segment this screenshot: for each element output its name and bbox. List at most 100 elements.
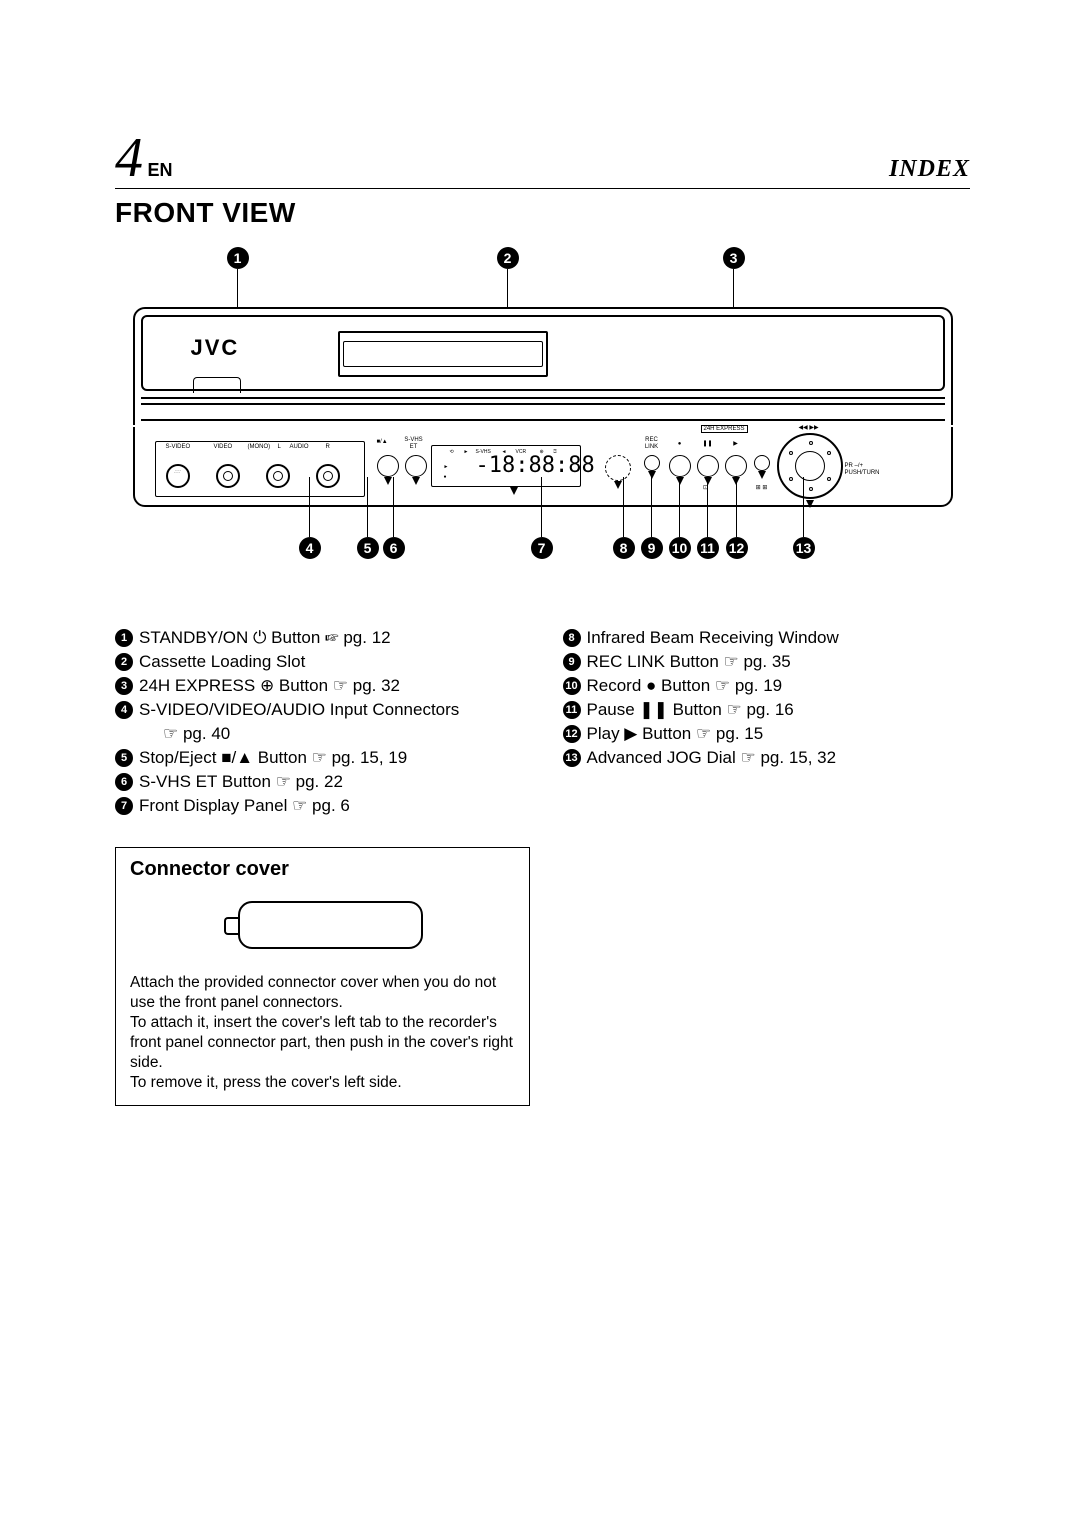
legend-right: 8Infrared Beam Receiving Window 9 REC LINK…	[563, 627, 971, 819]
legend-text-11: Pause ❚❚ Button ☞ pg. 16	[587, 699, 971, 722]
record-button	[669, 455, 691, 477]
legend-left: 1STANDBY/ON ⏻ Button ☞ pg. 12 2 Cassette L…	[115, 627, 523, 819]
label-video: VIDEO	[214, 444, 233, 450]
callout-11: 11	[697, 537, 719, 559]
legend-item-5: 5 Stop/Eject ■/▲ Button ☞ pg. 15, 19	[115, 747, 523, 770]
legend-num-3: 3	[115, 677, 133, 695]
legend-item-12: 12 Play ▶ Button ☞ pg. 15	[563, 723, 971, 746]
connector-cover-box: Connector cover Attach the provided conn…	[115, 847, 530, 1107]
legend-text-2: Cassette Loading Slot	[139, 651, 523, 674]
video-jack	[216, 464, 240, 488]
ridge-1	[141, 397, 945, 399]
legend-text-4: S-VIDEO/VIDEO/AUDIO Input Connectors	[139, 699, 523, 722]
legend-item-11: 11 Pause ❚❚ Button ☞ pg. 16	[563, 699, 971, 722]
legend-text-5: Stop/Eject ■/▲ Button ☞ pg. 15, 19	[139, 747, 523, 770]
connector-cover-title: Connector cover	[130, 858, 515, 881]
callout-7: 7	[531, 537, 553, 559]
legend-num-4: 4	[115, 701, 133, 719]
label-svideo: S-VIDEO	[166, 444, 191, 450]
audio-r-jack	[316, 464, 340, 488]
legend-text-3: 24H EXPRESS ⊕ Button ☞ pg. 32	[139, 675, 523, 698]
legend-item-3: 3 24H EXPRESS ⊕ Button ☞ pg. 32	[115, 675, 523, 698]
ir-window	[605, 455, 631, 481]
legend-item-4-pg: ☞ pg. 40	[115, 723, 523, 746]
callout-9: 9	[641, 537, 663, 559]
legend-num-11: 11	[563, 701, 581, 719]
legend-num-13: 13	[563, 749, 581, 767]
legend-item-13: 13 Advanced JOG Dial ☞ pg. 15, 32	[563, 747, 971, 770]
standby-mark	[193, 377, 241, 393]
section-title: FRONT VIEW	[115, 197, 970, 229]
legend-text-12: Play ▶ Button ☞ pg. 15	[587, 723, 971, 746]
page-number: 4	[115, 127, 143, 189]
jog-dial	[777, 433, 843, 499]
callout-5: 5	[357, 537, 379, 559]
body-gap	[133, 425, 953, 427]
label-audio-r: R	[326, 444, 330, 450]
pause-button	[697, 455, 719, 477]
connector-cover-para-3: To remove it, press the cover's left sid…	[130, 1073, 515, 1093]
callout-2: 2	[497, 247, 519, 269]
vcr-top-slab: JVC	[141, 315, 945, 391]
stopeject-label: ■/▲	[377, 439, 388, 445]
svhs-label-1: S-VHS	[403, 437, 425, 444]
play-button	[725, 455, 747, 477]
legend-num-9: 9	[563, 653, 581, 671]
lower-panel: S-VIDEO VIDEO (MONO) L AUDIO R ∴∵ ■/▲ S-…	[141, 431, 945, 499]
label-audio: AUDIO	[290, 444, 309, 450]
legend-num-1: 1	[115, 629, 133, 647]
legend-item-8: 8Infrared Beam Receiving Window	[563, 627, 971, 650]
reclink-button	[644, 455, 660, 471]
svhs-label-2: ET	[403, 444, 425, 451]
svideo-jack: ∴∵	[166, 464, 190, 488]
vcr-diagram: 123 JVC S-VIDEO VIDEO (MONO) L AUDIO R ∴…	[133, 247, 953, 577]
front-display-panel: ⟲ ► S-VHS ◄ VCR ⊕ ⍰ ► ● -18:88:88	[431, 445, 581, 487]
label-mono: (MONO)	[248, 444, 271, 450]
legend-text-7: Front Display Panel ☞ pg. 6	[139, 795, 523, 818]
legend-num-5: 5	[115, 749, 133, 767]
legend-item-7: 7 Front Display Panel ☞ pg. 6	[115, 795, 523, 818]
input-connector-box: S-VIDEO VIDEO (MONO) L AUDIO R ∴∵	[155, 441, 365, 497]
legend-num-10: 10	[563, 677, 581, 695]
label-audio-l: L	[278, 444, 281, 450]
legend-item-4: 4 S-VIDEO/VIDEO/AUDIO Input Connectors	[115, 699, 523, 722]
svhs-et-button	[405, 455, 427, 477]
vcr-body: JVC S-VIDEO VIDEO (MONO) L AUDIO R ∴∵	[133, 307, 953, 507]
legend-text-13: Advanced JOG Dial ☞ pg. 15, 32	[587, 747, 971, 770]
legend-item-1: 1STANDBY/ON ⏻ Button ☞ pg. 12	[115, 627, 523, 650]
page-lang: EN	[147, 160, 172, 180]
legend-item-10: 10 Record ● Button ☞ pg. 19	[563, 675, 971, 698]
stopeject-button	[377, 455, 399, 477]
reclink-label: REC LINK	[639, 437, 665, 450]
pr-push-label: PR –/+ PUSH/TURN	[845, 463, 891, 476]
callout-8: 8	[613, 537, 635, 559]
legend-num-2: 2	[115, 653, 133, 671]
legend-item-9: 9 REC LINK Button ☞ pg. 35	[563, 651, 971, 674]
callout-4: 4	[299, 537, 321, 559]
legend-item-2: 2 Cassette Loading Slot	[115, 651, 523, 674]
legend-num-6: 6	[115, 773, 133, 791]
legend-text-10: Record ● Button ☞ pg. 19	[587, 675, 971, 698]
legend-text-6: S-VHS ET Button ☞ pg. 22	[139, 771, 523, 794]
audio-l-jack	[266, 464, 290, 488]
legend-text-9: REC LINK Button ☞ pg. 35	[587, 651, 971, 674]
callout-1: 1	[227, 247, 249, 269]
callout-13: 13	[793, 537, 815, 559]
display-text: -18:88:88	[476, 450, 576, 482]
callout-12: 12	[726, 537, 748, 559]
legend-num-12: 12	[563, 725, 581, 743]
callout-10: 10	[669, 537, 691, 559]
jog-top-syms: ◀◀ ▶▶	[789, 425, 829, 432]
ridge-3	[141, 419, 945, 421]
legend-num-7: 7	[115, 797, 133, 815]
connector-cover-para-1: Attach the provided connector cover when…	[130, 973, 515, 1013]
legend-text-8: Infrared Beam Receiving Window	[587, 627, 971, 650]
legend-item-6: 6 S-VHS ET Button ☞ pg. 22	[115, 771, 523, 794]
legend-columns: 1STANDBY/ON ⏻ Button ☞ pg. 12 2 Cassette L…	[115, 627, 970, 819]
index-label: INDEX	[889, 156, 970, 183]
express-label: 24H EXPRESS	[701, 425, 748, 433]
callout-3: 3	[723, 247, 745, 269]
express-button	[754, 455, 770, 471]
callout-6: 6	[383, 537, 405, 559]
cassette-slot-inner	[343, 341, 543, 367]
